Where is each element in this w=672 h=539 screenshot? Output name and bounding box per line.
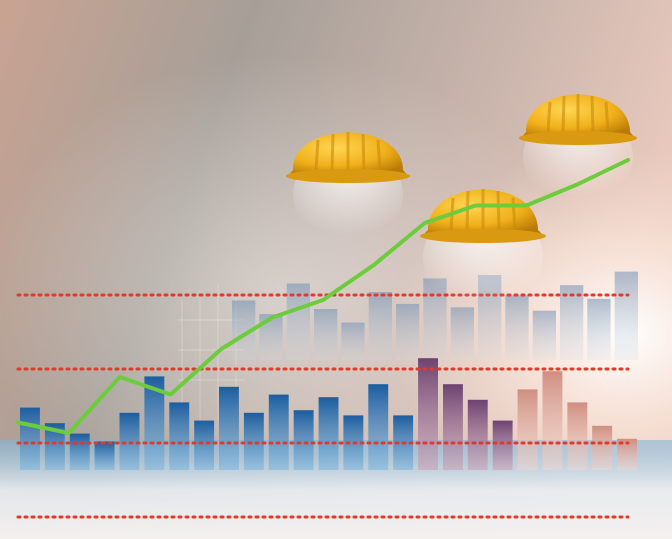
foreground-bar [443,384,463,470]
foreground-bar [20,407,40,470]
background-bar [368,292,392,360]
background-bar [232,300,256,360]
background-bar [450,307,474,360]
foreground-bar [94,441,115,470]
hard-hat-2 [519,94,637,207]
foreground-bar [592,425,613,470]
background-bar [341,322,365,360]
background-bar [587,298,611,360]
foreground-bar-chart [20,358,637,470]
foreground-bar [542,371,563,470]
foreground-bar [567,402,588,470]
foreground-bar [467,399,488,470]
foreground-bar [44,423,65,470]
foreground-bar [617,438,637,470]
background-bar [423,278,447,360]
hard-hat-1 [286,132,410,245]
foreground-bar [318,397,339,470]
foreground-bar [69,433,90,470]
foreground-bar [368,384,389,470]
hard-hat-3 [420,189,546,313]
background-bar [396,303,420,360]
growth-trend-line [16,158,630,435]
foreground-bar [243,412,264,470]
background-bar [259,314,283,360]
foreground-bar [268,394,289,470]
background-bar [314,309,338,360]
background-bar [560,285,584,360]
background-bar [505,295,529,360]
foreground-bar [418,358,438,470]
background-bar-chart [232,271,638,360]
foreground-bar [144,376,165,470]
foreground-bar [219,386,239,470]
foreground-bar [169,402,190,470]
foreground-bar [194,420,215,470]
foreground-bar [119,412,140,470]
foreground-bar [492,420,513,470]
foreground-bar [517,389,538,470]
foreground-bar [293,410,314,470]
background-bar [286,283,310,360]
background-bar [532,310,556,360]
background-bar [614,271,638,360]
